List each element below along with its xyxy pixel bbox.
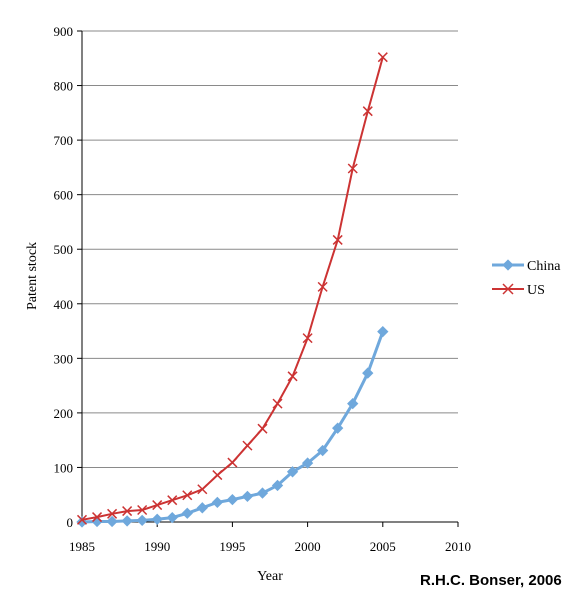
data-point-china xyxy=(301,457,314,469)
credit-text: R.H.C. Bonser, 2006 xyxy=(420,572,562,589)
y-tick-label: 100 xyxy=(54,460,74,475)
data-point-us xyxy=(76,514,88,525)
data-point-china xyxy=(271,479,284,492)
data-point-china xyxy=(211,496,224,509)
data-point-china xyxy=(377,325,389,338)
data-point-us xyxy=(227,457,238,468)
data-point-us xyxy=(107,508,118,519)
data-point-china xyxy=(286,466,299,478)
series-line-us xyxy=(81,56,384,521)
data-point-china xyxy=(256,487,269,499)
x-tick-label: 1995 xyxy=(219,539,245,554)
data-point-us xyxy=(122,506,133,517)
x-axis-title: Year xyxy=(257,569,283,584)
y-tick-label: 200 xyxy=(54,406,74,421)
data-point-china xyxy=(181,507,193,519)
legend-marker-china xyxy=(502,259,514,271)
data-point-us xyxy=(257,423,268,434)
data-point-us xyxy=(92,512,103,523)
data-point-china xyxy=(316,444,329,457)
data-point-china xyxy=(196,502,208,514)
data-point-china xyxy=(347,397,359,410)
series-layer xyxy=(76,52,389,528)
data-point-china xyxy=(76,516,88,528)
x-axis-ticks: 1985 1990 1995 2000 2005 2010 xyxy=(69,522,471,554)
data-point-us xyxy=(317,281,328,292)
data-point-us xyxy=(347,163,358,174)
legend: China US xyxy=(492,259,561,298)
data-point-us xyxy=(302,333,313,344)
y-tick-label: 0 xyxy=(67,515,74,530)
data-point-us xyxy=(182,490,193,501)
data-point-china xyxy=(121,515,133,527)
data-point-us xyxy=(152,500,163,511)
y-tick-label: 600 xyxy=(54,188,74,203)
data-point-us xyxy=(287,371,298,382)
legend-marker-us xyxy=(502,283,514,295)
data-point-china xyxy=(136,514,148,527)
data-point-us xyxy=(377,52,388,63)
y-axis-ticks: 0 100 200 300 400 500 600 700 800 900 xyxy=(54,24,82,530)
data-point-us xyxy=(362,106,373,117)
data-point-us xyxy=(212,470,223,481)
x-tick-label: 2010 xyxy=(445,539,471,554)
data-point-china xyxy=(151,513,163,525)
y-axis-title: Patent stock xyxy=(25,242,40,310)
data-point-us xyxy=(137,504,148,516)
data-point-china xyxy=(226,493,239,506)
y-tick-label: 900 xyxy=(54,24,74,39)
y-tick-label: 400 xyxy=(54,297,74,312)
x-tick-label: 2005 xyxy=(370,539,396,554)
legend-label-us: US xyxy=(527,283,545,298)
data-point-china xyxy=(241,490,254,503)
grid-lines xyxy=(82,30,458,468)
data-point-china xyxy=(332,422,344,434)
x-tick-label: 1990 xyxy=(144,539,170,554)
y-tick-label: 300 xyxy=(54,351,74,366)
data-point-china xyxy=(362,367,374,379)
axes xyxy=(81,31,458,523)
data-point-us xyxy=(197,484,208,495)
y-tick-label: 800 xyxy=(54,79,74,94)
data-point-us xyxy=(332,234,343,245)
x-tick-label: 1985 xyxy=(69,539,95,554)
data-point-us xyxy=(272,398,283,409)
y-tick-label: 700 xyxy=(54,133,74,148)
data-point-us xyxy=(242,440,253,451)
legend-label-china: China xyxy=(527,259,561,274)
data-point-china xyxy=(166,511,178,524)
data-point-us xyxy=(167,495,178,506)
y-tick-label: 500 xyxy=(54,242,74,257)
x-tick-label: 2000 xyxy=(295,539,321,554)
